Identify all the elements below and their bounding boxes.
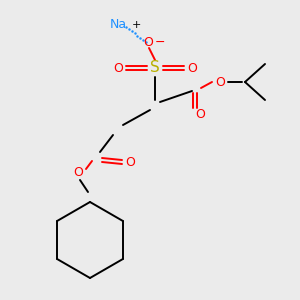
Text: +: + [131,20,141,30]
Text: S: S [150,61,160,76]
Text: O: O [187,61,197,74]
Text: Na: Na [110,19,127,32]
Text: O: O [143,35,153,49]
Text: O: O [125,155,135,169]
Text: −: − [155,35,165,49]
Text: O: O [73,166,83,178]
Text: O: O [195,109,205,122]
Text: O: O [113,61,123,74]
Text: O: O [215,76,225,88]
